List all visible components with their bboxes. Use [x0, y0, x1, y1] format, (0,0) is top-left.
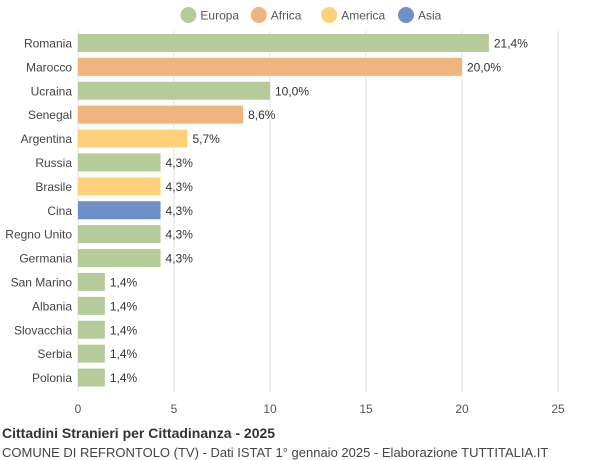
category-label: Ucraina [31, 84, 73, 98]
bar [78, 105, 244, 124]
value-label: 4,3% [166, 180, 194, 194]
value-label: 4,3% [166, 204, 194, 218]
bar [78, 153, 161, 172]
value-label: 1,4% [110, 299, 138, 313]
x-tick-label: 25 [551, 402, 565, 416]
value-label: 4,3% [166, 228, 194, 242]
bar [78, 272, 105, 291]
category-label: Albania [32, 299, 72, 313]
legend-marker [398, 7, 414, 23]
value-label: 21,4% [494, 36, 528, 50]
category-label: Slovacchia [14, 323, 72, 337]
bar [78, 201, 161, 220]
category-label: Germania [19, 252, 72, 266]
bar [78, 320, 105, 339]
x-tick-label: 0 [75, 402, 82, 416]
bar [78, 368, 105, 387]
chart-subtitle: COMUNE DI REFRONTOLO (TV) - Dati ISTAT 1… [2, 445, 549, 460]
x-tick-label: 15 [359, 402, 373, 416]
legend-label: America [341, 9, 385, 23]
value-label: 4,3% [166, 156, 194, 170]
bar [78, 249, 161, 268]
bar [78, 225, 161, 244]
bar [78, 33, 489, 52]
legend-marker [250, 7, 267, 23]
legend-label: Africa [271, 9, 302, 23]
legend-label: Europa [200, 9, 239, 23]
category-label: Romania [24, 36, 72, 50]
category-label: Cina [47, 204, 72, 218]
bar-chart: 0 5 10 15 20 25 Romania 21,4% Marocco 20,0% Ucrain… [5, 7, 565, 416]
legend-marker [180, 7, 197, 23]
bar [78, 296, 105, 315]
category-label: Polonia [32, 371, 72, 385]
value-label: 1,4% [110, 347, 138, 361]
value-label: 4,3% [166, 252, 194, 266]
x-tick-label: 20 [455, 402, 469, 416]
value-label: 10,0% [275, 84, 309, 98]
bar [78, 129, 188, 148]
category-label: Senegal [28, 108, 72, 122]
value-label: 5,7% [192, 132, 220, 146]
bar [78, 57, 462, 76]
category-label: Argentina [21, 132, 73, 146]
value-label: 1,4% [110, 371, 138, 385]
category-label: Regno Unito [5, 228, 72, 242]
value-label: 20,0% [467, 60, 501, 74]
bar [78, 81, 270, 100]
category-label: Brasile [35, 180, 72, 194]
value-label: 1,4% [110, 275, 138, 289]
bar [78, 344, 105, 363]
legend-label: Asia [418, 9, 442, 23]
value-label: 8,6% [248, 108, 276, 122]
bar [78, 177, 161, 196]
value-label: 1,4% [110, 323, 138, 337]
category-label: Marocco [26, 60, 72, 74]
legend-marker [321, 7, 338, 23]
category-label: Russia [35, 156, 72, 170]
x-tick-label: 5 [171, 402, 178, 416]
chart-title: Cittadini Stranieri per Cittadinanza - 2… [2, 425, 276, 441]
x-tick-label: 10 [263, 402, 277, 416]
category-label: San Marino [11, 275, 73, 289]
category-label: Serbia [37, 347, 72, 361]
